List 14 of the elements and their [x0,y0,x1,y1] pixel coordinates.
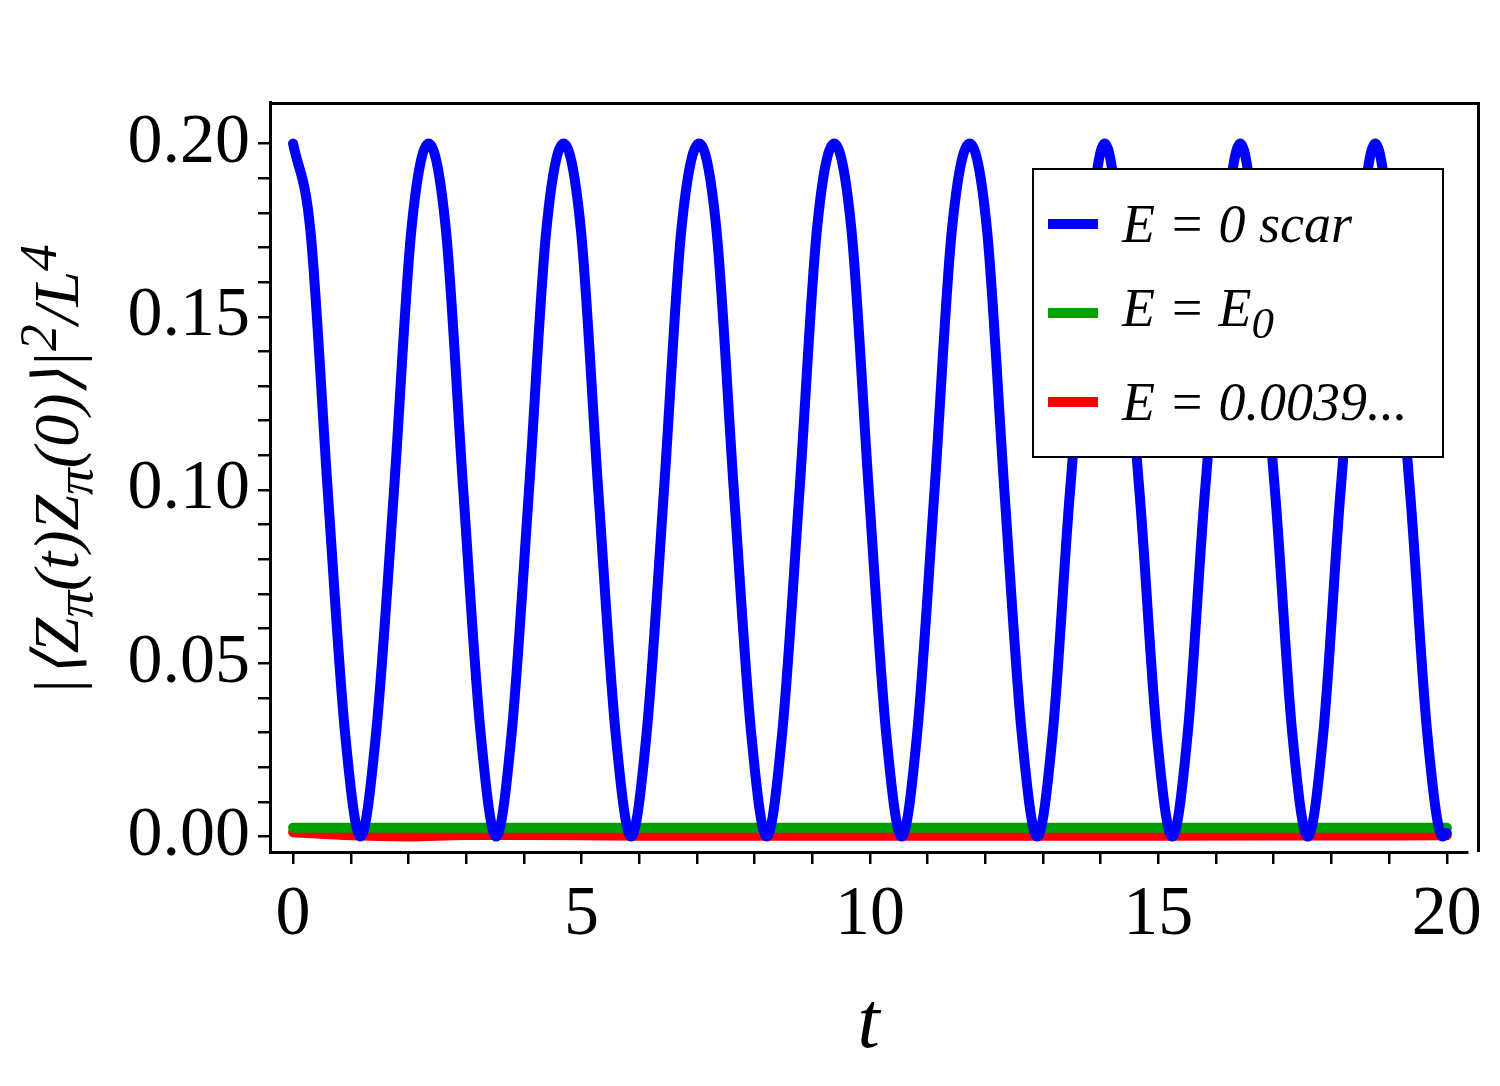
x-axis-title: t [857,976,882,1065]
x-tick-label: 0 [275,872,311,950]
legend-label: E = 0 scar [1122,192,1352,255]
y-tick-label: 0.15 [127,273,250,351]
x-tick-label: 10 [834,872,905,950]
y-tick-label: 0.20 [127,99,250,177]
y-tick-label: 0.05 [127,619,250,697]
x-tick-label: 20 [1411,872,1482,950]
y-tick-label: 0.10 [127,446,250,524]
legend-label: E = E$_{0}$ [1122,277,1274,349]
x-tick-label: 5 [564,872,600,950]
legend-label: E = 0.0039... [1122,371,1408,434]
x-tick-label: 15 [1123,872,1194,950]
y-tick-label: 0.00 [127,792,250,870]
